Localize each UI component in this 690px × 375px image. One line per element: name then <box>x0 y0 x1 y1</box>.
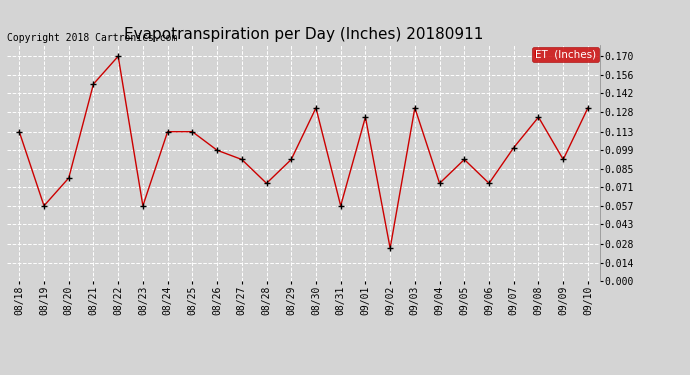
Legend: ET  (Inches): ET (Inches) <box>533 46 599 62</box>
Text: Copyright 2018 Cartronics.com: Copyright 2018 Cartronics.com <box>7 33 177 43</box>
Title: Evapotranspiration per Day (Inches) 20180911: Evapotranspiration per Day (Inches) 2018… <box>124 27 483 42</box>
